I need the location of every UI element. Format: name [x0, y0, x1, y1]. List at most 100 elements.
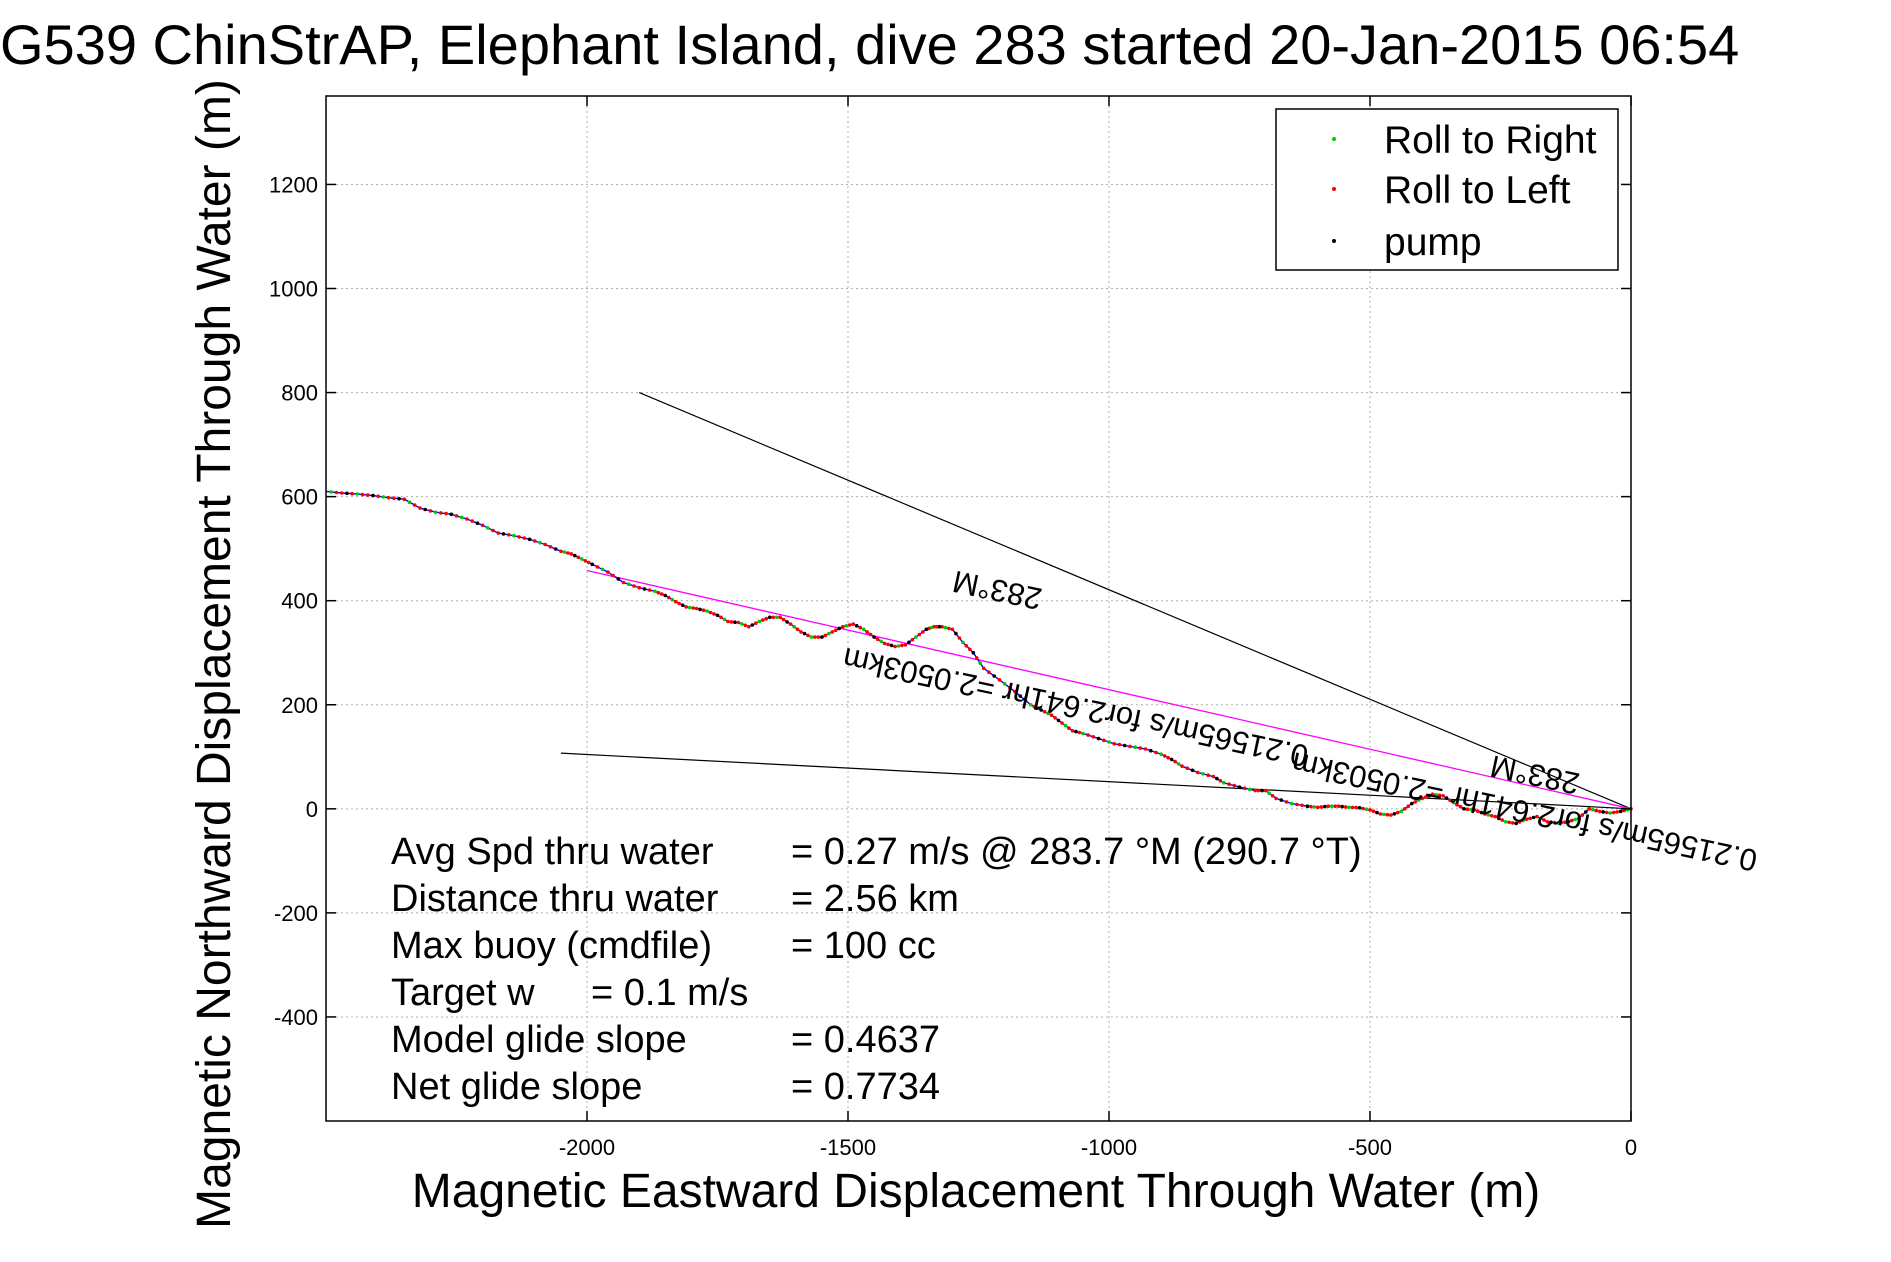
track-marker: [1035, 706, 1040, 710]
track-marker: [1107, 740, 1111, 744]
track-marker: [1347, 805, 1351, 810]
track-marker: [1309, 804, 1313, 809]
track-marker: [1410, 801, 1414, 806]
stat-max-buoy-label: Max buoy (cmdfile): [391, 925, 712, 967]
track-marker: [830, 630, 835, 634]
track-marker: [757, 619, 762, 624]
stat-avg-spd-value: = 0.27 m/s @ 283.7 °M (290.7 °T): [791, 831, 1362, 873]
x-tick-label: -2000: [559, 1135, 615, 1160]
track-marker: [719, 615, 723, 620]
track-marker: [1382, 812, 1386, 817]
track-marker: [771, 615, 775, 620]
track-marker: [680, 603, 685, 607]
chart-title: G539 ChinStrAP, Elephant Island, dive 28…: [0, 13, 1739, 76]
track-marker: [1552, 820, 1557, 825]
track-marker: [1149, 748, 1153, 753]
track-marker: [1521, 818, 1525, 823]
track-marker: [454, 514, 459, 518]
track-marker: [616, 577, 621, 581]
track-marker: [1289, 801, 1294, 806]
track-marker: [705, 609, 709, 613]
track-marker: [1378, 812, 1383, 816]
track-marker: [889, 643, 894, 648]
track-marker: [1392, 812, 1397, 816]
track-marker: [517, 535, 521, 539]
track-marker: [1070, 729, 1075, 733]
y-tick-label: 800: [281, 381, 318, 406]
y-tick-label: -200: [274, 901, 318, 926]
track-marker: [1535, 814, 1539, 819]
track-marker: [1154, 750, 1158, 755]
track-marker: [491, 528, 495, 533]
track-marker: [1063, 723, 1068, 728]
stat-model-glide-value: = 0.4637: [791, 1019, 940, 1061]
track-marker: [355, 492, 360, 496]
track-marker: [1206, 773, 1210, 777]
track-marker: [1357, 806, 1362, 810]
track-marker: [543, 542, 547, 547]
track-marker: [1448, 798, 1452, 803]
track-marker: [1528, 816, 1532, 821]
track-marker: [1002, 682, 1007, 686]
track-marker: [924, 627, 929, 632]
track-marker: [820, 635, 824, 639]
x-axis-label: Magnetic Eastward Displacement Through W…: [412, 1165, 1540, 1218]
net-course-line: [586, 569, 1632, 810]
track-marker: [1049, 713, 1054, 717]
track-marker: [562, 550, 567, 554]
track-marker: [1497, 816, 1501, 821]
track-marker: [687, 605, 692, 610]
net-course-segment: [586, 569, 1632, 810]
track-marker: [418, 506, 422, 510]
track-marker: [1295, 802, 1299, 807]
track-marker: [893, 644, 897, 649]
track-marker: [345, 491, 349, 496]
reference-line: [638, 392, 1632, 810]
stat-target-w-value: = 0.1 m/s: [591, 972, 748, 1014]
track-marker: [1524, 817, 1529, 821]
track-marker: [366, 493, 370, 497]
track-marker: [1510, 821, 1515, 825]
track-markers: [329, 490, 1633, 826]
track-marker: [1416, 798, 1421, 802]
track-marker: [1162, 754, 1167, 758]
track-marker: [1112, 742, 1116, 746]
track-marker: [673, 599, 678, 604]
track-marker: [823, 633, 828, 638]
y-axis-label: Magnetic Northward Displacement Through …: [188, 79, 241, 1229]
track-marker: [1490, 814, 1494, 818]
x-tick-label: -1500: [820, 1135, 876, 1160]
track-marker: [1253, 788, 1257, 793]
track-marker: [799, 630, 803, 634]
track-marker: [1190, 768, 1195, 773]
track-marker: [747, 624, 751, 629]
track-marker: [1462, 807, 1466, 811]
track-marker: [1545, 820, 1550, 824]
track-marker: [407, 500, 412, 505]
track-marker: [940, 624, 944, 629]
track-marker: [402, 497, 407, 502]
track-marker: [1458, 804, 1463, 809]
track-marker: [872, 635, 876, 639]
legend: Roll to Right Roll to Left pump: [1275, 108, 1619, 271]
track-marker: [1256, 788, 1261, 793]
track-marker: [767, 615, 772, 620]
stat-distance-value: = 2.56 km: [791, 878, 959, 920]
track-marker: [816, 635, 821, 639]
track-marker: [1472, 808, 1477, 812]
track-marker: [496, 531, 501, 535]
reference-line: [560, 752, 1632, 810]
track-marker: [1279, 798, 1284, 802]
track-marker: [1594, 808, 1598, 813]
track-marker: [896, 644, 901, 648]
track-marker: [1350, 805, 1355, 810]
track-marker: [642, 587, 647, 591]
track-marker: [1091, 735, 1096, 739]
track-marker: [698, 607, 702, 612]
track-marker: [1323, 804, 1327, 809]
stats-block: Avg Spd thru water = 0.27 m/s @ 283.7 °M…: [391, 831, 1362, 1108]
track-marker: [1406, 804, 1411, 808]
stat-avg-spd-label: Avg Spd thru water: [391, 831, 714, 873]
track-marker: [827, 631, 831, 636]
track-marker: [1444, 796, 1449, 800]
